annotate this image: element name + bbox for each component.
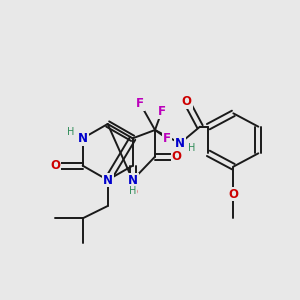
Text: H: H xyxy=(67,127,74,137)
Text: F: F xyxy=(136,97,144,110)
Text: F: F xyxy=(163,132,171,145)
Text: O: O xyxy=(128,186,138,199)
Text: O: O xyxy=(172,150,182,163)
Text: O: O xyxy=(50,159,60,172)
Text: O: O xyxy=(228,188,238,200)
Text: N: N xyxy=(175,137,185,150)
Text: N: N xyxy=(103,173,113,187)
Text: H: H xyxy=(129,185,136,196)
Text: F: F xyxy=(158,105,166,118)
Text: O: O xyxy=(182,95,192,108)
Text: H: H xyxy=(188,143,196,153)
Text: N: N xyxy=(78,132,88,145)
Text: N: N xyxy=(128,173,138,187)
